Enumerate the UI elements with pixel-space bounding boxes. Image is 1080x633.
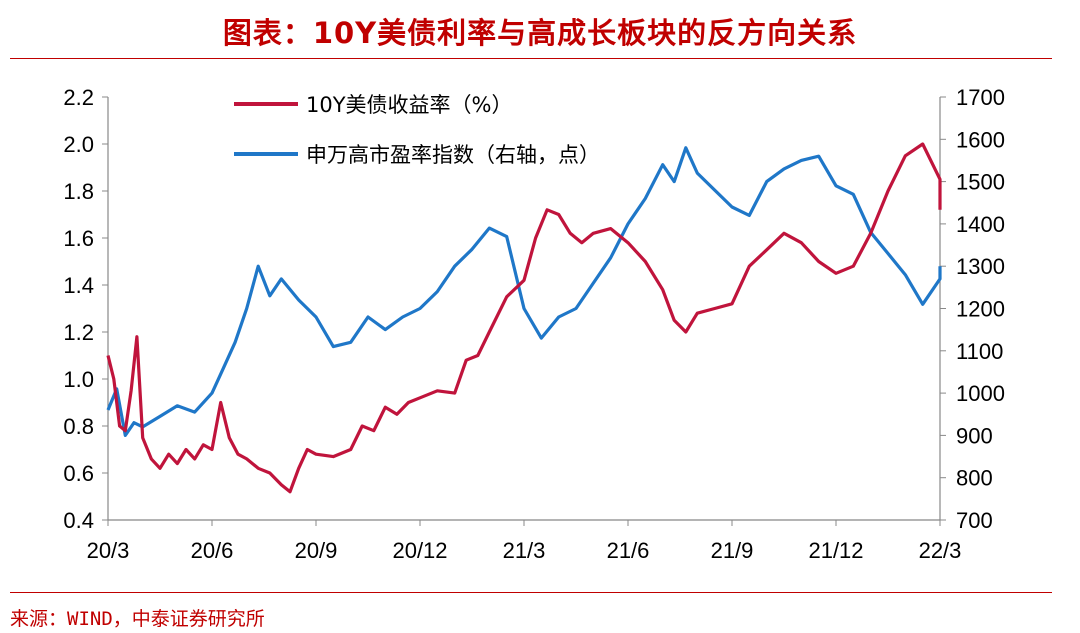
right-tick-label: 900 [956,423,993,448]
left-tick-label: 1.2 [63,320,94,345]
right-tick-label: 1700 [956,85,1005,110]
left-tick-label: 0.4 [63,508,94,533]
left-tick-label: 1.4 [63,273,94,298]
right-tick-label: 800 [956,466,993,491]
left-tick-label: 2.0 [63,132,94,157]
left-tick-label: 2.2 [63,85,94,110]
legend-label-yield: 10Y美债收益率（%） [306,93,513,117]
right-tick-label: 1300 [956,254,1005,279]
right-tick-label: 700 [956,508,993,533]
x-tick-label: 22/3 [919,538,962,563]
source-note: 来源：WIND，中泰证券研究所 [10,608,265,630]
right-tick-label: 1000 [956,381,1005,406]
yield-line [106,142,942,494]
legend: 10Y美债收益率（%） 申万高市盈率指数（右轴，点） [234,93,600,167]
right-tick-label: 1600 [956,127,1005,152]
right-tick-label: 1200 [956,297,1005,322]
x-tick-label: 21/6 [607,538,650,563]
x-tick-label: 21/12 [808,538,863,563]
right-tick-label: 1400 [956,212,1005,237]
x-tick-label: 20/12 [392,538,447,563]
x-tick-label: 20/6 [191,538,234,563]
index-line [106,146,942,437]
right-tick-label: 1500 [956,170,1005,195]
left-tick-label: 0.8 [63,414,94,439]
legend-label-index: 申万高市盈率指数（右轴，点） [306,143,600,167]
left-tick-label: 1.6 [63,226,94,251]
series-lines [106,142,942,494]
chart-title: 图表：10Y美债利率与高成长板块的反方向关系 [222,16,858,50]
right-tick-label: 1100 [956,339,1003,364]
title-underline [10,58,1052,59]
axes: 0.4 0.6 0.8 1.0 1.2 1.4 1.6 1.8 2.0 2.2 700 800 900 1… [63,85,1005,563]
left-tick-label: 1.0 [63,367,94,392]
x-tick-label: 21/9 [711,538,754,563]
x-tick-label: 21/3 [503,538,546,563]
x-tick-label: 20/9 [295,538,338,563]
x-tick-label: 20/3 [87,538,130,563]
left-tick-label: 1.8 [63,179,94,204]
source-divider [10,592,1052,593]
left-tick-label: 0.6 [63,461,94,486]
